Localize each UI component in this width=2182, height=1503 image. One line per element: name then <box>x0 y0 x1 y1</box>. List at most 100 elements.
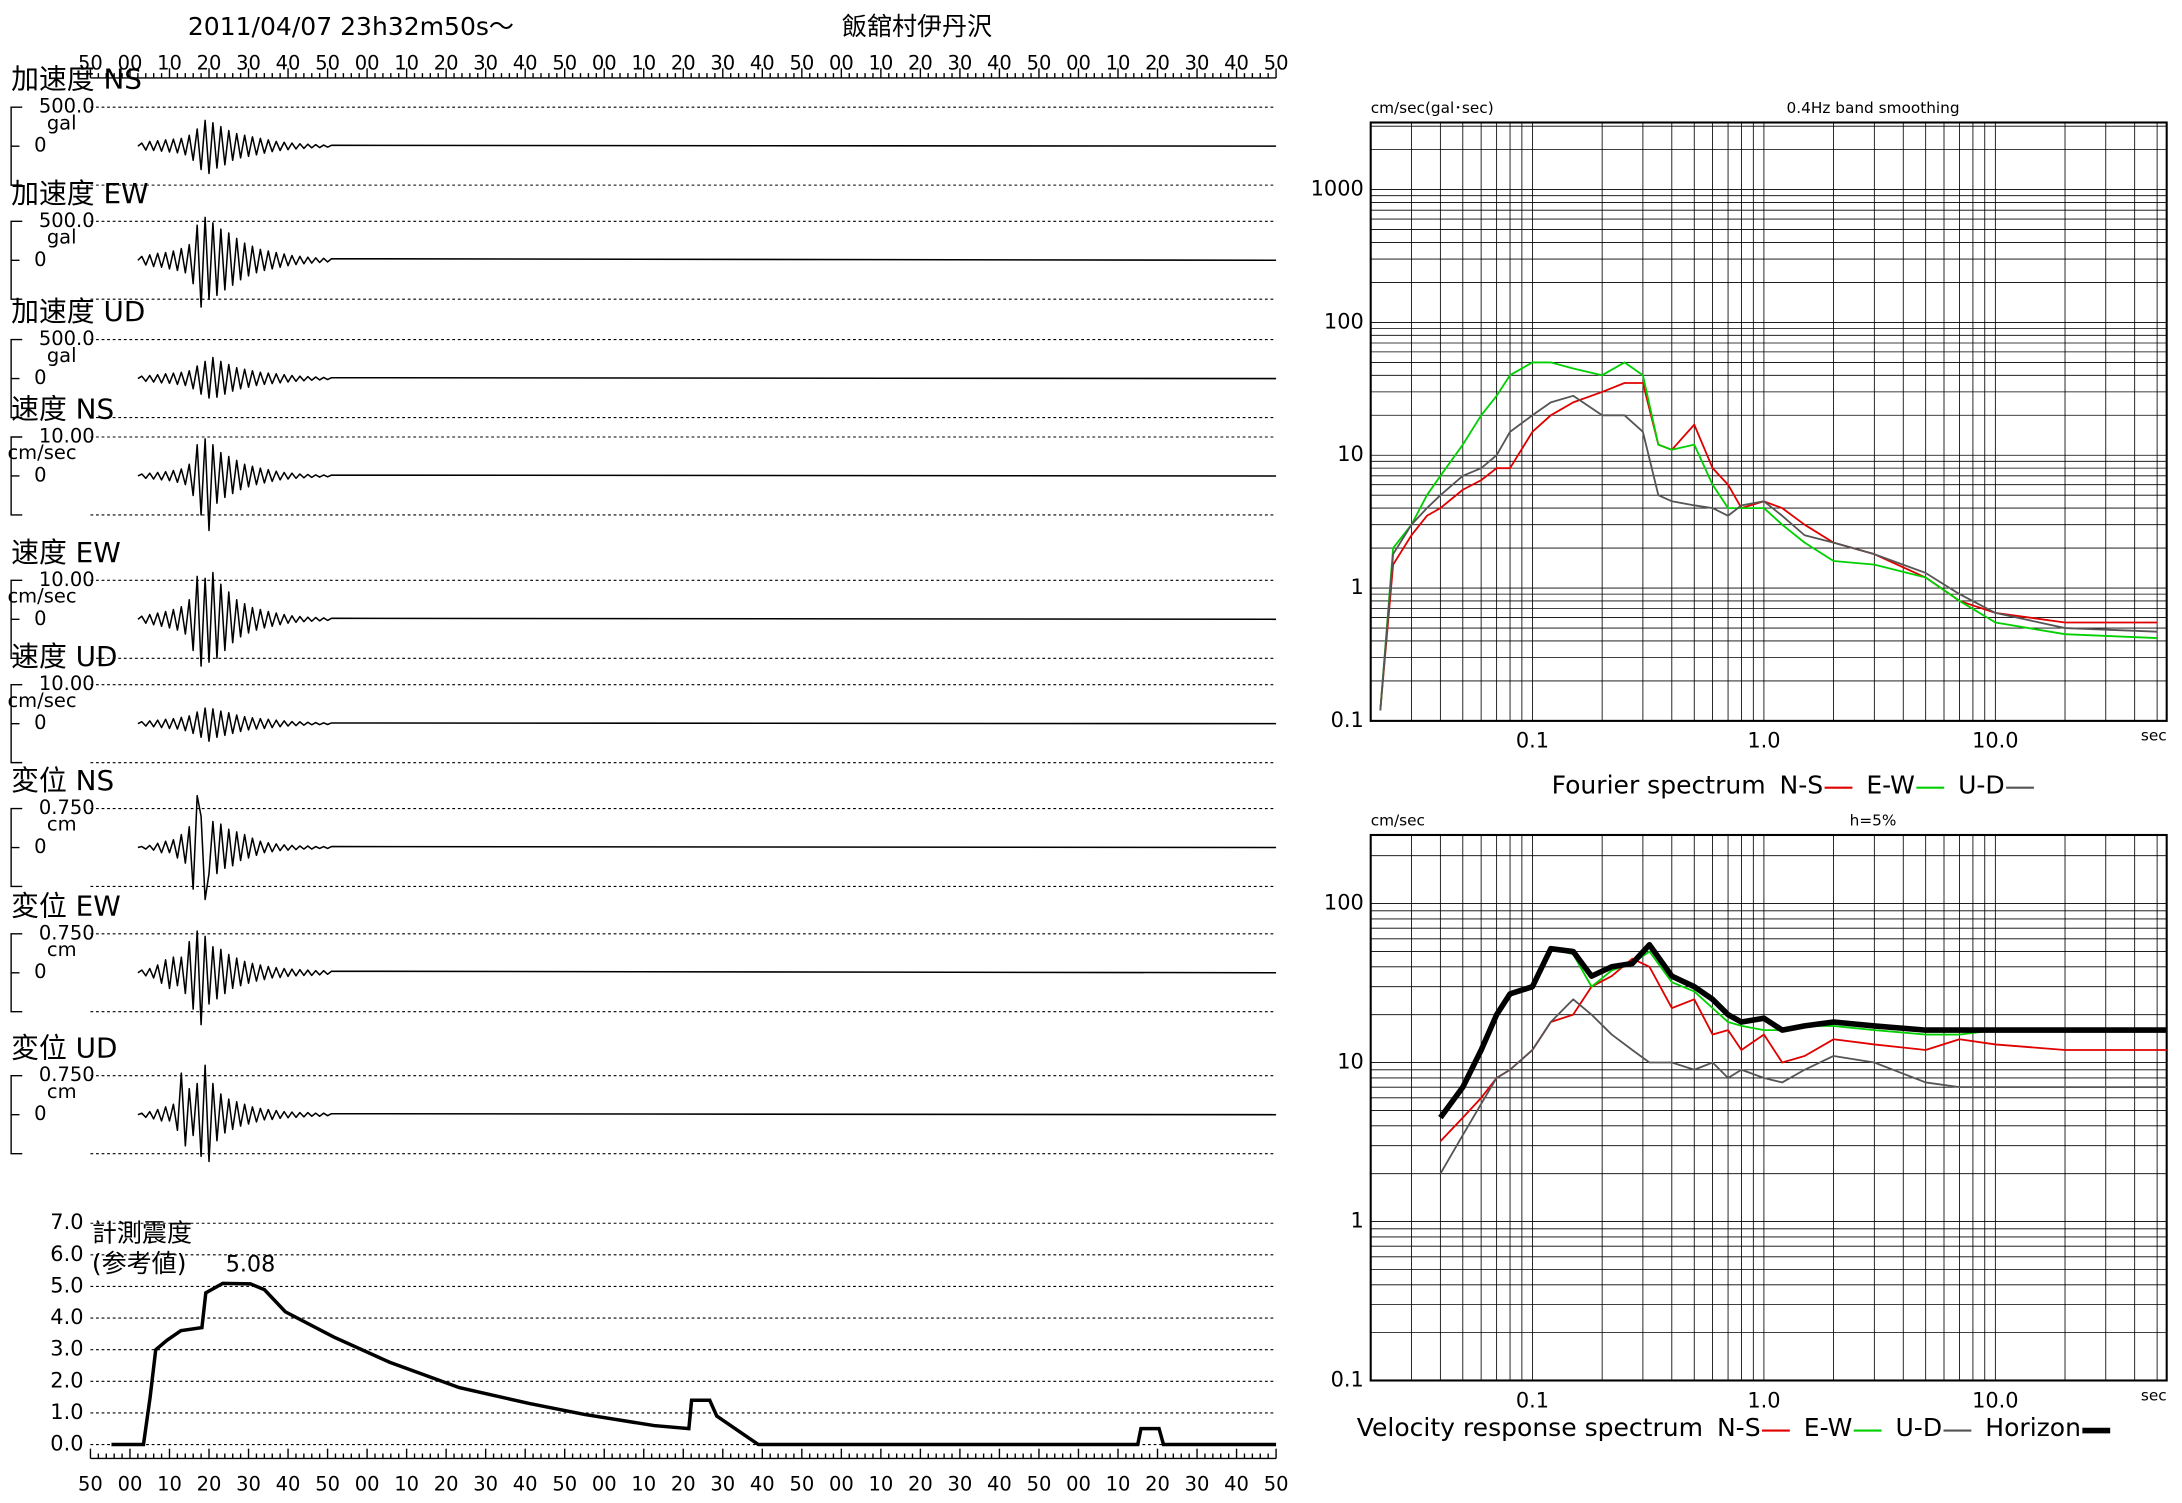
x-tick-label: 50 <box>1264 52 1289 75</box>
plot-frame <box>1369 833 2168 1382</box>
peak-annotation: 5.08 <box>226 1251 276 1277</box>
x-tick-label: 50 <box>315 52 340 75</box>
trace-label: 加速度 EW <box>11 177 148 210</box>
x-tick-label: 40 <box>750 52 775 75</box>
y-tick-label: 1 <box>1350 1209 1363 1233</box>
x-tick-label: 00 <box>1066 1472 1091 1495</box>
y-tick-label: 100 <box>1324 891 1364 915</box>
waveform <box>137 930 1277 1026</box>
x-tick-label: 00 <box>355 52 380 75</box>
scale-bracket <box>10 436 23 516</box>
zero-label: 0 <box>34 134 46 157</box>
x-tick-label: 40 <box>513 1472 538 1495</box>
scale-bracket <box>10 579 23 659</box>
scale-label: 500.0 <box>39 209 95 232</box>
x-tick-label: 30 <box>473 1472 498 1495</box>
spectrum-line <box>1379 361 2158 711</box>
unit-label: cm/sec <box>7 441 76 464</box>
x-tick-label: 20 <box>671 52 696 75</box>
scale-bracket <box>10 933 23 1013</box>
intensity-title: 計測震度 <box>92 1218 192 1247</box>
legend-label: Horizon <box>1985 1413 2081 1442</box>
x-tick-label: 50 <box>315 1472 340 1495</box>
unit-label: cm/sec <box>7 689 76 712</box>
plot-frame <box>1369 121 2168 722</box>
x-tick-label: 20 <box>434 1472 459 1495</box>
y-tick-label: 2.0 <box>50 1368 83 1392</box>
x-tick-label: 30 <box>948 1472 973 1495</box>
x-tick-label: 50 <box>78 1472 103 1495</box>
x-tick-label: 50 <box>1264 1472 1289 1495</box>
scale-label: 500.0 <box>39 327 95 350</box>
y-tick-label: 0.0 <box>50 1432 83 1456</box>
scale-label: 500.0 <box>39 95 95 118</box>
spectrum-line <box>1379 394 2158 711</box>
y-tick-label: 1000 <box>1311 177 1364 201</box>
x-tick-label: 40 <box>987 52 1012 75</box>
x-tick-label: 10 <box>394 52 419 75</box>
trace-label: 加速度 UD <box>11 295 145 328</box>
x-tick-label: 30 <box>473 52 498 75</box>
x-tick-label: 20 <box>434 52 459 75</box>
zero-label: 0 <box>34 1102 46 1125</box>
x-tick-label: 00 <box>829 1472 854 1495</box>
x-tick-label: 10 <box>631 1472 656 1495</box>
caption-title: Fourier spectrum <box>1552 770 1766 799</box>
caption-title: Velocity response spectrum <box>1357 1413 1703 1442</box>
station-name: 飯舘村伊丹沢 <box>842 12 992 41</box>
trace-label: 速度 NS <box>11 393 114 426</box>
x-tick-label: 40 <box>276 1472 301 1495</box>
x-tick-label: 40 <box>1224 52 1249 75</box>
x-tick-label: 20 <box>1145 52 1170 75</box>
x-tick-label: 20 <box>908 1472 933 1495</box>
x-tick-label: 0.1 <box>1516 729 1549 753</box>
waveform <box>137 707 1277 742</box>
y-tick-label: 0.1 <box>1331 708 1364 732</box>
scale-label: 10.00 <box>39 568 95 591</box>
x-tick-label: 10 <box>394 1472 419 1495</box>
trace-label: 変位 NS <box>11 764 114 797</box>
scale-bracket <box>10 106 23 186</box>
zero-label: 0 <box>34 835 46 858</box>
x-tick-label: 40 <box>987 1472 1012 1495</box>
y-tick-label: 100 <box>1324 309 1364 333</box>
x-tick-label: 50 <box>789 1472 814 1495</box>
scale-label: 0.750 <box>39 1063 95 1086</box>
spectrum-line <box>1438 942 2167 1120</box>
scale-bracket <box>10 684 23 764</box>
scale-bracket <box>10 220 23 300</box>
record-date: 2011/04/07 23h32m50s〜 <box>188 12 514 41</box>
y-tick-label: 1 <box>1350 575 1363 599</box>
trace-label: 変位 EW <box>11 889 121 922</box>
x-tick-label: 10 <box>868 52 893 75</box>
legend-label: U-D <box>1958 770 2005 799</box>
intensity-line <box>111 1281 1277 1447</box>
spectrum-line <box>1439 998 2167 1175</box>
x-tick-label: 30 <box>236 52 261 75</box>
x-tick-label: 50 <box>1027 1472 1052 1495</box>
subtitle: h=5% <box>1850 812 1897 830</box>
intensity-subtitle: (参考値) <box>92 1249 187 1278</box>
x-tick-label: 10.0 <box>1972 1388 2018 1412</box>
unit-label: gal <box>47 226 77 249</box>
waveform <box>137 571 1277 667</box>
scale-label: 0.750 <box>39 796 95 819</box>
zero-label: 0 <box>34 248 46 271</box>
x-tick-label: 40 <box>750 1472 775 1495</box>
y-tick-label: 6.0 <box>50 1242 83 1266</box>
scale-bracket <box>10 807 23 888</box>
waveform <box>137 119 1277 175</box>
x-tick-label: 10 <box>631 52 656 75</box>
x-axis-label: sec <box>2141 727 2167 745</box>
legend-label: E-W <box>1866 770 1915 799</box>
x-tick-label: 30 <box>236 1472 261 1495</box>
x-tick-label: 50 <box>552 1472 577 1495</box>
scale-label: 10.00 <box>39 425 95 448</box>
x-tick-label: 00 <box>118 52 143 75</box>
y-tick-label: 10 <box>1337 1050 1364 1074</box>
x-tick-label: 10 <box>157 1472 182 1495</box>
x-tick-label: 20 <box>197 1472 222 1495</box>
legend-label: U-D <box>1895 1413 1942 1442</box>
spectrum-line <box>1439 957 2167 1142</box>
x-tick-label: 00 <box>1066 52 1091 75</box>
